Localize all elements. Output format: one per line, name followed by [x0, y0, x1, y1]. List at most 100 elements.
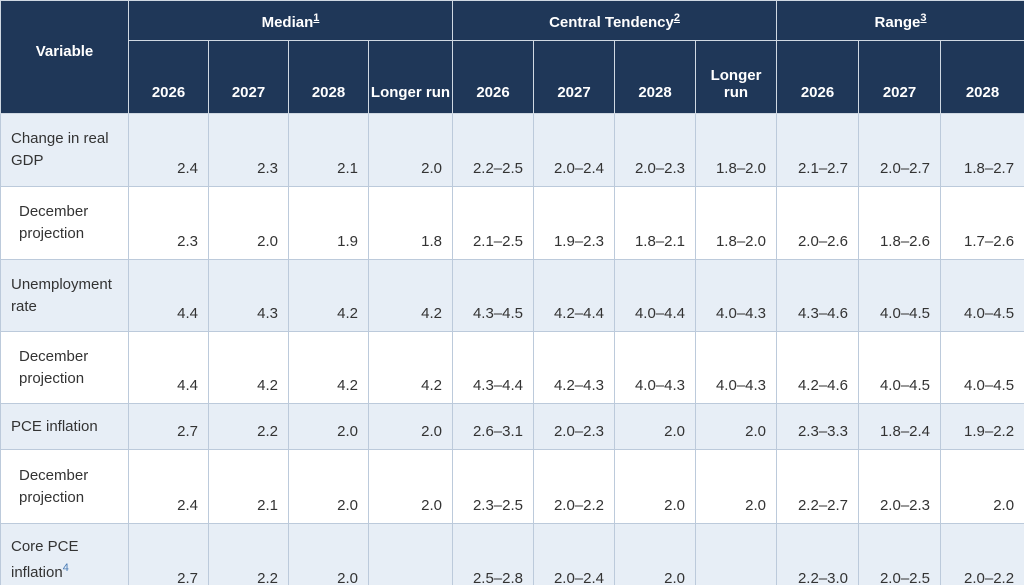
ct-2028-header: 2028: [614, 40, 696, 114]
value-cell: 2.4: [128, 449, 209, 524]
value-cell: 1.8: [368, 186, 453, 260]
value-cell: 2.0: [368, 113, 453, 187]
value-cell: 2.0–2.4: [533, 523, 615, 585]
value-cell: 4.0–4.3: [694, 259, 778, 332]
ct-2027-header: 2027: [533, 40, 615, 114]
value-cell: 4.2: [288, 259, 369, 332]
value-cell: 4.3–4.4: [452, 331, 534, 404]
row-label: December projection: [0, 449, 129, 524]
row-gdp-december-projection: December projection 2.3 2.0 1.9 1.8 2.1–…: [0, 186, 1024, 260]
value-cell: 4.0–4.5: [940, 331, 1024, 404]
range-group-label: Range: [874, 14, 921, 31]
value-cell: 2.0: [614, 449, 696, 524]
row-label: December projection: [0, 186, 129, 260]
value-cell: 4.3–4.5: [452, 259, 534, 332]
value-cell: 4.2: [368, 259, 453, 332]
ct-2026-header: 2026: [452, 40, 534, 114]
value-cell: 2.2–3.0: [776, 523, 860, 585]
range-2027-header: 2027: [858, 40, 942, 114]
footnote-2-link[interactable]: 2: [673, 12, 680, 24]
value-cell: 2.0–2.4: [533, 113, 615, 187]
value-cell: 1.9–2.2: [940, 403, 1024, 450]
footnote-3-sup: 3: [920, 10, 926, 24]
value-cell: 2.2–2.7: [776, 449, 860, 524]
value-cell: 4.2: [208, 331, 289, 404]
value-cell: 2.0: [288, 449, 369, 524]
value-cell: 2.7: [128, 523, 209, 585]
value-cell: 2.0–2.3: [614, 113, 696, 187]
central-tendency-group-label: Central Tendency: [549, 14, 674, 31]
value-cell: 2.4: [128, 113, 209, 187]
row-pce-inflation: PCE inflation 2.7 2.2 2.0 2.0 2.6–3.1 2.…: [0, 403, 1024, 450]
group-header-row: Variable Median1 Central Tendency2 Range…: [0, 0, 1024, 114]
footnote-4-sup: 4: [63, 560, 69, 574]
row-core-pce-inflation: Core PCE inflation4 2.7 2.2 2.0 2.5–2.8 …: [0, 523, 1024, 585]
central-tendency-group-header: Central Tendency2: [451, 0, 778, 41]
value-cell: 1.8–2.0: [694, 186, 778, 260]
variable-header-label: Variable: [35, 43, 94, 60]
value-cell: 2.5–2.8: [452, 523, 534, 585]
value-cell: [368, 523, 453, 585]
footnote-1-sup: 1: [313, 10, 319, 24]
row-label: Core PCE inflation4: [0, 523, 129, 585]
median-group-label: Median: [261, 14, 314, 31]
value-cell: 2.0–2.3: [533, 403, 615, 450]
row-change-in-real-gdp: Change in real GDP 2.4 2.3 2.1 2.0 2.2–2…: [0, 113, 1024, 187]
value-cell: 2.2: [208, 403, 289, 450]
value-cell: 2.0–2.6: [776, 186, 860, 260]
row-label: December projection: [0, 331, 129, 404]
value-cell: 2.0–2.2: [533, 449, 615, 524]
value-cell: 2.0: [368, 449, 453, 524]
footnote-2-sup: 2: [674, 10, 680, 24]
value-cell: 1.8–2.6: [858, 186, 942, 260]
value-cell: 2.7: [128, 403, 209, 450]
value-cell: 4.0–4.5: [940, 259, 1024, 332]
value-cell: 2.0: [614, 523, 696, 585]
value-cell: [694, 523, 778, 585]
footnote-1-link[interactable]: 1: [313, 12, 320, 24]
value-cell: 1.7–2.6: [940, 186, 1024, 260]
value-cell: 2.1: [288, 113, 369, 187]
value-cell: 2.3–2.5: [452, 449, 534, 524]
value-cell: 1.8–2.1: [614, 186, 696, 260]
footnote-3-link[interactable]: 3: [920, 12, 927, 24]
value-cell: 1.8–2.7: [940, 113, 1024, 187]
value-cell: 4.3–4.6: [776, 259, 860, 332]
value-cell: 2.0: [368, 403, 453, 450]
row-unemployment-december-projection: December projection 4.4 4.2 4.2 4.2 4.3–…: [0, 331, 1024, 404]
value-cell: 2.2–2.5: [452, 113, 534, 187]
median-2027-header: 2027: [208, 40, 289, 114]
value-cell: 2.0: [288, 403, 369, 450]
value-cell: 4.2: [288, 331, 369, 404]
range-2026-header: 2026: [776, 40, 860, 114]
median-2028-header: 2028: [288, 40, 369, 114]
value-cell: 2.0: [614, 403, 696, 450]
range-2028-header: 2028: [940, 40, 1024, 114]
footnote-4-link[interactable]: 4: [62, 562, 69, 574]
value-cell: 2.0–2.5: [858, 523, 942, 585]
row-label-text: Core PCE inflation: [11, 538, 79, 581]
value-cell: 2.3: [208, 113, 289, 187]
value-cell: 4.0–4.5: [858, 259, 942, 332]
median-group-header: Median1: [128, 0, 453, 41]
value-cell: 2.1–2.7: [776, 113, 860, 187]
variable-column-header: Variable: [0, 0, 129, 114]
value-cell: 1.8–2.0: [694, 113, 778, 187]
value-cell: 2.0–2.7: [858, 113, 942, 187]
value-cell: 4.0–4.3: [614, 331, 696, 404]
value-cell: 4.2–4.4: [533, 259, 615, 332]
median-longer-run-header: Longer run: [368, 40, 453, 114]
value-cell: 2.3–3.3: [776, 403, 860, 450]
value-cell: 2.0: [288, 523, 369, 585]
value-cell: 2.0: [694, 403, 778, 450]
value-cell: 2.0: [208, 186, 289, 260]
value-cell: 2.2: [208, 523, 289, 585]
value-cell: 4.4: [128, 259, 209, 332]
year-header-row: 2026 2027 2028 Longer run 2026 2027 2028…: [1, 40, 1024, 114]
row-label: Unemployment rate: [0, 259, 129, 332]
value-cell: 2.0: [694, 449, 778, 524]
value-cell: 2.1–2.5: [452, 186, 534, 260]
value-cell: 1.9–2.3: [533, 186, 615, 260]
row-unemployment-rate: Unemployment rate 4.4 4.3 4.2 4.2 4.3–4.…: [0, 259, 1024, 332]
